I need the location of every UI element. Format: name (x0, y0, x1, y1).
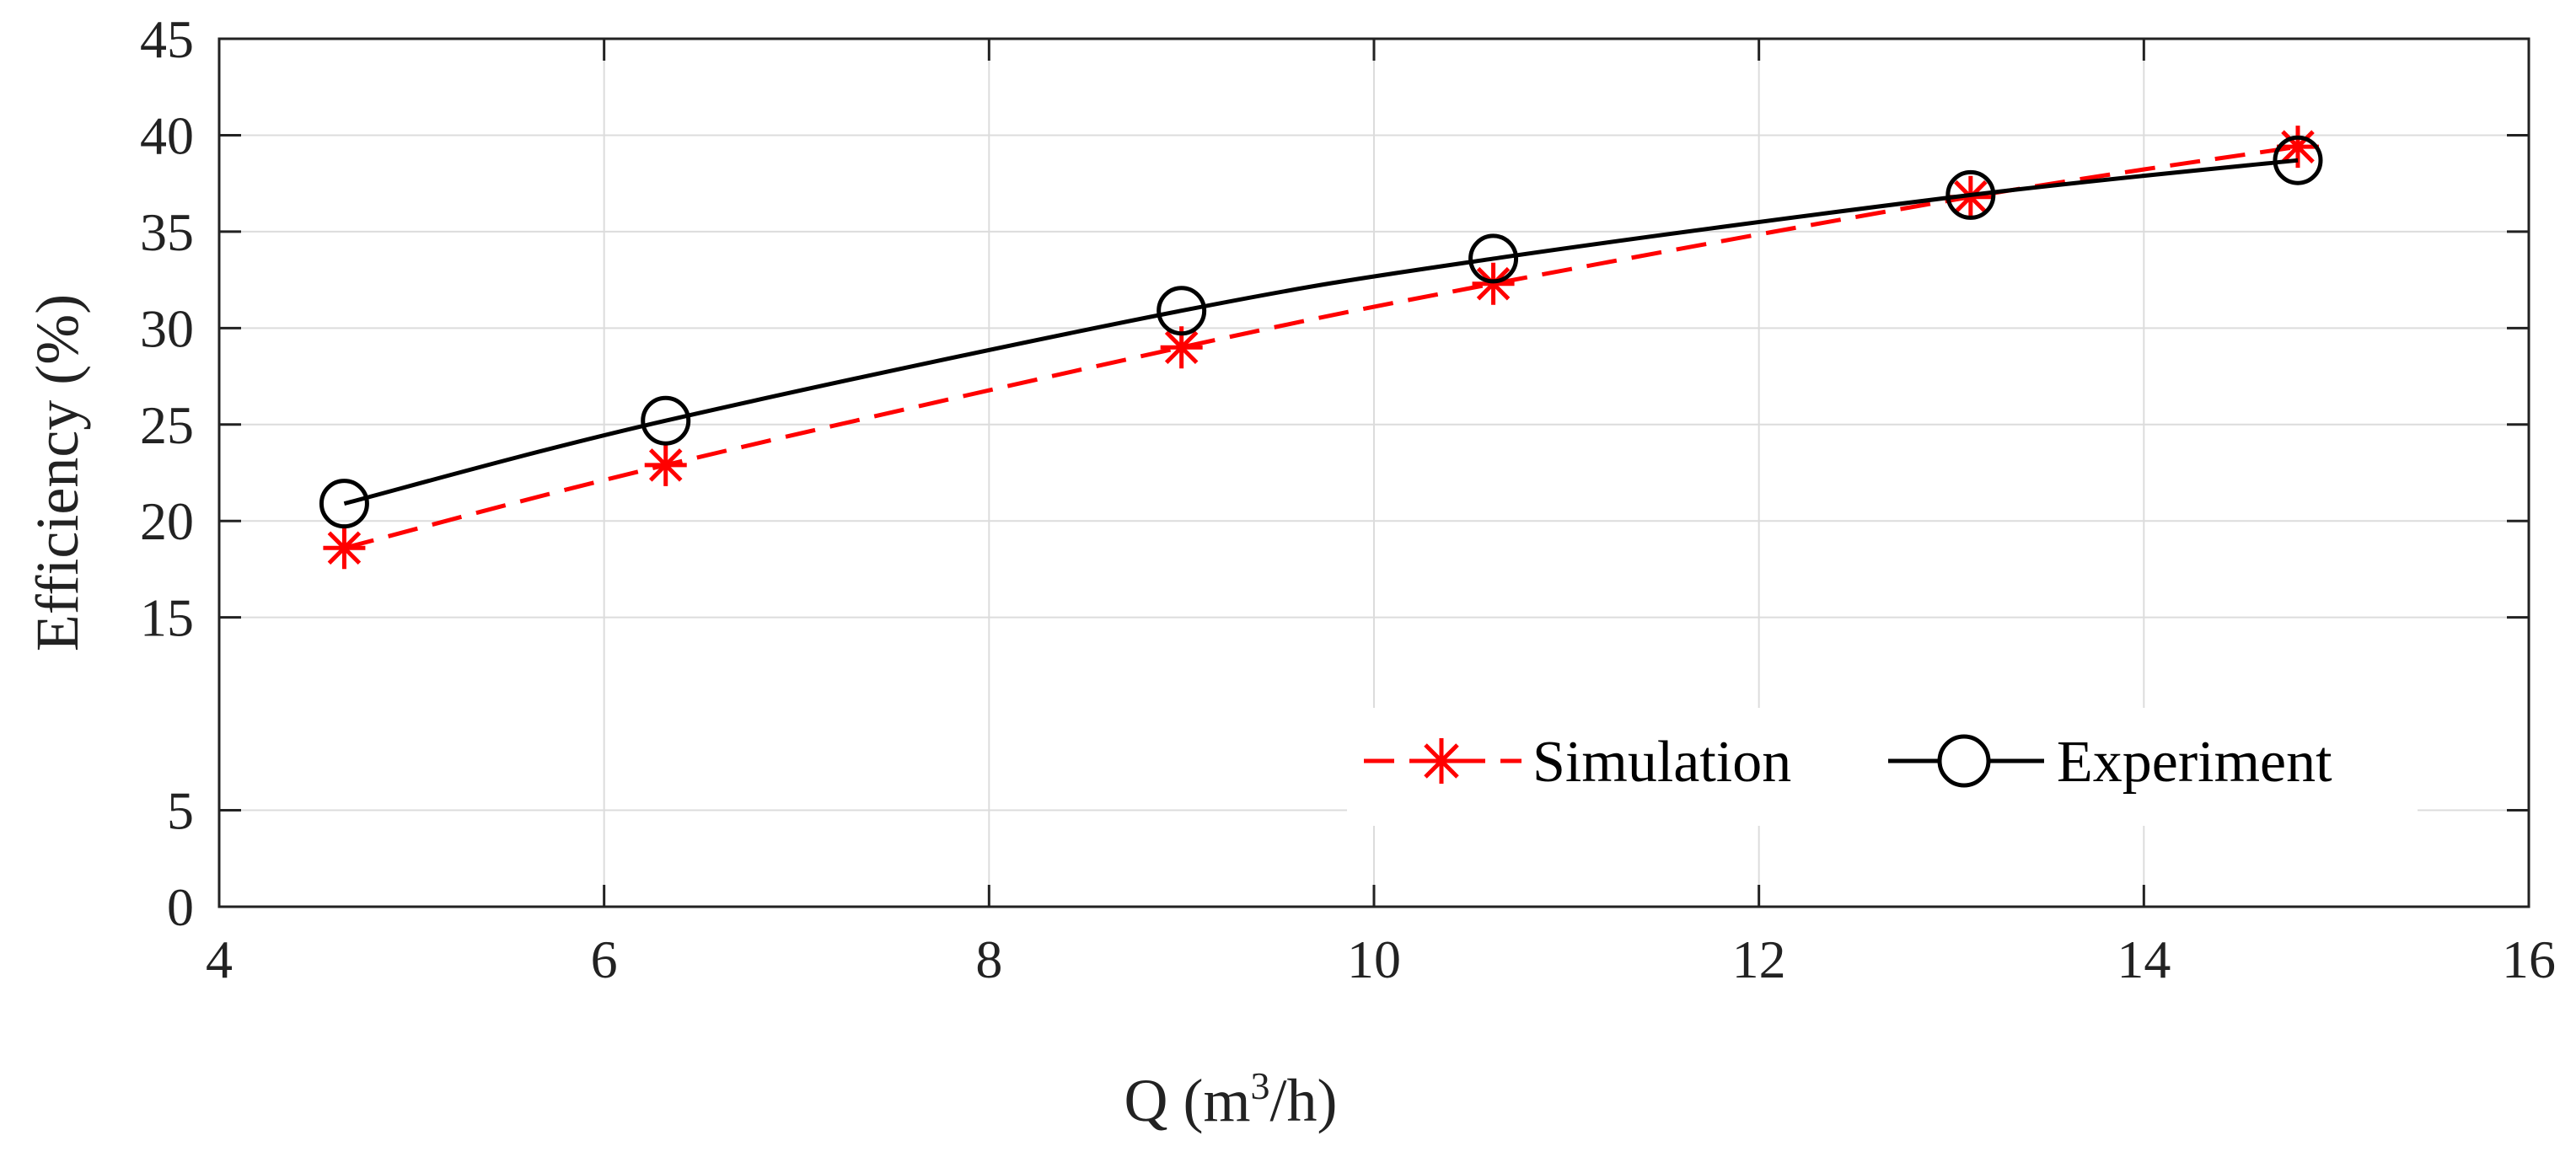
legend-experiment-label: Experiment (2057, 730, 2332, 795)
legend-experiment-marker (1937, 734, 1991, 788)
y-tick-label: 20 (140, 491, 194, 551)
x-tick-label: 6 (591, 929, 618, 989)
y-tick-label: 35 (140, 202, 194, 262)
x-axis-title: Q (m3/h) (1124, 1064, 1338, 1134)
axis-ticks (217, 37, 2530, 908)
x-tick-label: 10 (1347, 929, 1401, 989)
data-point-simulation (1160, 326, 1203, 369)
data-point-experiment (1945, 169, 1996, 220)
y-tick-label: 25 (140, 395, 194, 455)
legend-simulation-label: Simulation (1532, 730, 1791, 795)
y-tick-label: 5 (167, 781, 194, 841)
x-tick-label: 4 (206, 929, 233, 989)
x-tick-label: 16 (2502, 929, 2556, 989)
x-tick-labels: 4 6 8 10 12 14 16 (206, 929, 2556, 989)
data-point-simulation (1472, 262, 1515, 305)
legend-box (1347, 708, 2418, 826)
x-axis-title-main: Q (m (1124, 1067, 1251, 1134)
data-point-experiment (1468, 233, 1519, 284)
data-point-experiment (641, 395, 691, 446)
x-tick-label: 14 (2117, 929, 2171, 989)
y-tick-label: 15 (140, 588, 194, 648)
x-axis-title-superscript: 3 (1251, 1064, 1270, 1107)
x-tick-label: 12 (1732, 929, 1786, 989)
data-point-simulation (323, 527, 366, 570)
y-tick-label: 40 (140, 105, 194, 165)
series-experiment (319, 135, 2323, 529)
y-tick-label: 0 (167, 877, 194, 937)
data-point-experiment (1157, 286, 1207, 336)
data-point-simulation (644, 443, 687, 486)
data-point-simulation (2277, 126, 2319, 169)
y-tick-labels: 0 5 15 20 25 30 35 40 45 (140, 9, 194, 937)
data-point-experiment (319, 479, 369, 529)
x-axis-title-tail: /h) (1270, 1067, 1338, 1134)
data-point-experiment (2273, 135, 2323, 185)
y-tick-label: 45 (140, 9, 194, 69)
y-tick-label: 30 (140, 298, 194, 358)
y-axis-title: Efficiency (%) (24, 294, 91, 651)
legend: Simulation Experiment (1347, 708, 2418, 826)
x-tick-label: 8 (975, 929, 1002, 989)
grid (219, 39, 2529, 907)
legend-simulation-marker (1419, 738, 1464, 784)
series-layer (319, 126, 2323, 570)
